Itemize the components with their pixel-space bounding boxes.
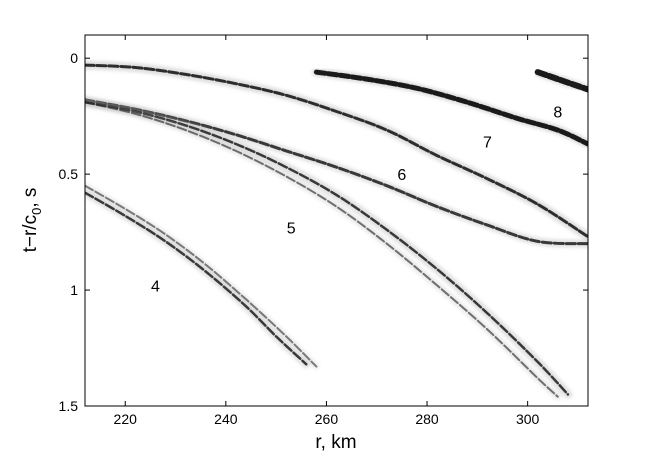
x-tick-label-220: 220 [114, 411, 138, 427]
mode-5-trace-2 [85, 101, 559, 398]
mode-label-8: 8 [553, 105, 562, 122]
y-tick-label-0: 0 [70, 50, 78, 66]
x-tick-label-240: 240 [214, 411, 238, 427]
x-tick-label-280: 280 [415, 411, 439, 427]
series-layer [85, 60, 588, 401]
y-tick-label-1: 1 [70, 282, 78, 298]
y-axis-label: t−r/c0, s [20, 188, 44, 253]
mode-4-series [85, 182, 320, 370]
mode-4-trace-1 [85, 191, 308, 366]
x-tick-label-300: 300 [516, 411, 540, 427]
y-tick-label-0.5: 0.5 [59, 166, 79, 182]
mode-6-trace-1 [85, 63, 588, 239]
mode-7-series [311, 67, 588, 149]
x-tick-label-260: 260 [315, 411, 339, 427]
mode-label-5: 5 [287, 220, 296, 237]
mode-4-trace-2 [85, 184, 318, 368]
mode-label-7: 7 [483, 135, 492, 152]
mode-label-6: 6 [397, 167, 406, 184]
mode-8-trace-1 [534, 69, 588, 93]
tick-layer: 220 240 260 280 300 0 0.5 1 1.5 [59, 35, 588, 427]
mode-label-layer: 8 7 6 5 4 [151, 105, 562, 296]
mode-5-series [85, 97, 573, 401]
mode-7-trace-1 [313, 69, 588, 147]
y-tick-label-1.5: 1.5 [59, 398, 79, 414]
mode-5-trace-1 [85, 100, 570, 396]
mode-8-series [533, 67, 588, 94]
y-axis-label-subscript: 0 [29, 208, 44, 215]
mode-label-4: 4 [151, 278, 160, 295]
x-axis-label: r, km [315, 432, 356, 453]
y-axis-label-main: t−r/c [20, 215, 41, 252]
y-axis-label-tail: , s [20, 188, 41, 208]
plot-frame [84, 34, 589, 407]
